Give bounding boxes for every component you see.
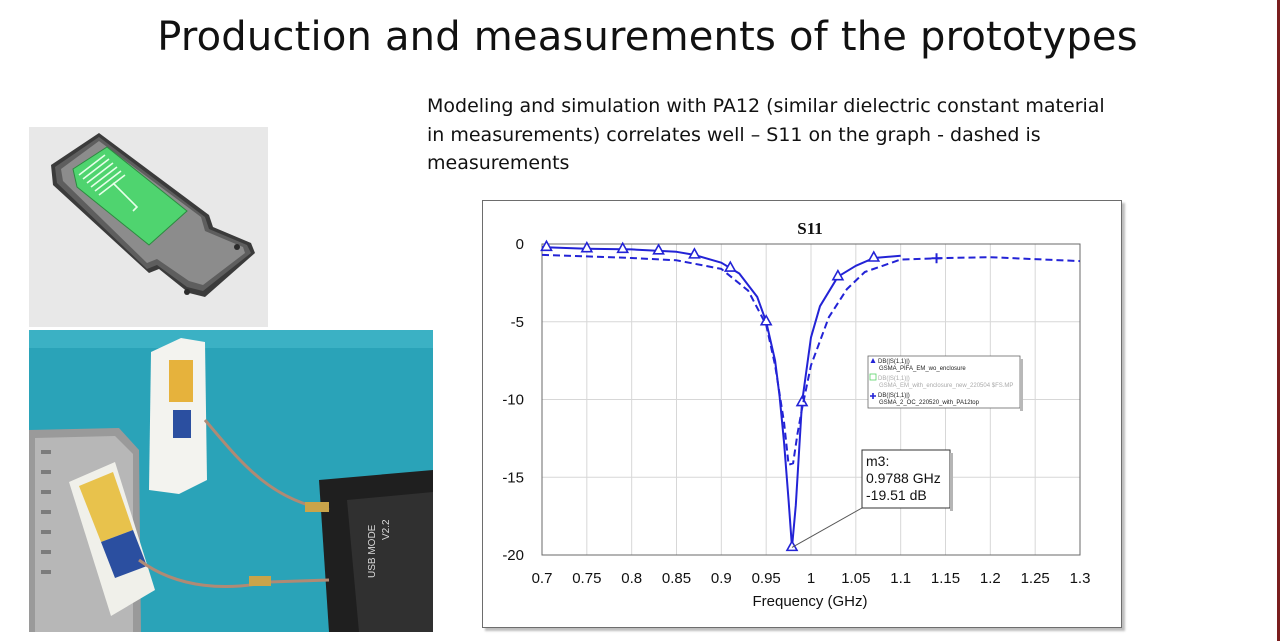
series-marker-triangle: [867, 250, 881, 262]
marker-y-value: -19.51 dB: [866, 487, 927, 503]
y-tick-label: -10: [502, 392, 524, 409]
description-line: Modeling and simulation with PA12 (simil…: [427, 95, 1105, 117]
legend-series-3: DB(|S(1,1)|): [878, 393, 910, 399]
series-marker-plus: [931, 253, 942, 264]
marker-leader-line: [791, 507, 863, 548]
s11-chart: S11 0.7 0.75 0.8 0.85 0.9 0.95 1 1.05 1.1 1.15 1.2…: [502, 219, 1091, 610]
description-line: measurements: [427, 152, 570, 174]
x-tick-label: 0.85: [662, 570, 691, 587]
series-line-3: [541, 253, 1081, 466]
series-marker-triangle: [652, 243, 665, 255]
marker-box-shadow: [950, 453, 953, 511]
legend-series-2: DB(|S(1,1)|): [878, 376, 910, 382]
y-tick-label: -5: [511, 314, 524, 331]
device-label: USB MODE V2.2: [367, 519, 392, 578]
y-tick-label: -20: [502, 547, 524, 564]
series-marker-triangle: [688, 247, 701, 259]
y-tick-label: 0: [516, 236, 524, 253]
x-axis-title: Frequency (GHz): [752, 593, 867, 610]
series-marker-triangle: [616, 241, 630, 254]
series-line-1: [541, 246, 901, 549]
description-line: in measurements) correlates well – S11 o…: [427, 123, 1041, 146]
legend-series-1-sub: GSMA_PIFA_EM_wo_enclosure: [879, 366, 966, 372]
slide-title: Production and measurements of the proto…: [157, 14, 1138, 60]
slide-edge-bar: [1277, 0, 1280, 641]
legend-series-1: DB(|S(1,1)|): [878, 359, 910, 365]
series-marker-triangle: [723, 260, 737, 272]
legend-square-icon: [869, 373, 877, 381]
marker-box: [861, 449, 951, 509]
legend-plus-icon: [870, 393, 876, 399]
x-tick-label: 0.95: [752, 570, 781, 587]
x-tick-label: 1.15: [931, 570, 960, 587]
series-marker-triangle: [795, 394, 809, 407]
y-axis-ticks: 0 -5 -10 -15 -20: [502, 236, 524, 564]
series-marker-triangle: [580, 241, 594, 253]
device-version-text: V2.2: [381, 519, 392, 540]
marker-name: m3:: [866, 453, 889, 469]
x-tick-label: 0.7: [532, 570, 553, 587]
series-marker-triangle: [831, 269, 845, 281]
prototype-test-setup-photo: USB MODE V2.2: [29, 330, 433, 632]
legend-series-3-sub: GSMA_2_OC_220520_with_PA12top: [879, 400, 980, 406]
legend-triangle-icon: [870, 358, 876, 363]
x-tick-label: 0.75: [572, 570, 601, 587]
x-tick-label: 1.05: [841, 570, 870, 587]
slide-description: Modeling and simulation with PA12 (simil…: [427, 92, 1147, 178]
x-tick-label: 1.3: [1070, 570, 1091, 587]
x-axis-ticks: 0.7 0.75 0.8 0.85 0.9 0.95 1 1.05 1.1 1.15 1.2 1.25…: [532, 570, 1091, 587]
x-tick-label: 1: [807, 570, 815, 587]
plot-area: [541, 243, 1081, 556]
x-tick-label: 1.2: [980, 570, 1001, 587]
x-tick-label: 1.1: [890, 570, 911, 587]
device-mode-text: USB MODE: [367, 524, 378, 578]
legend-series-2-sub: GSMA_EM_with_enclosure_new_220504 $FS.MP: [879, 383, 1013, 389]
y-tick-label: -15: [502, 469, 524, 486]
x-tick-label: 0.9: [711, 570, 732, 587]
x-tick-label: 0.8: [621, 570, 642, 587]
marker-x-value: 0.9788 GHz: [866, 470, 941, 486]
meander-trace-icon: [78, 154, 139, 212]
chart-title: S11: [797, 219, 823, 238]
x-tick-label: 1.25: [1021, 570, 1050, 587]
antenna-enclosure-render: [29, 127, 268, 327]
series-marker-triangle: [540, 239, 553, 252]
chart-legend: DB(|S(1,1)|) GSMA_PIFA_EM_wo_enclosure D…: [867, 355, 1023, 411]
